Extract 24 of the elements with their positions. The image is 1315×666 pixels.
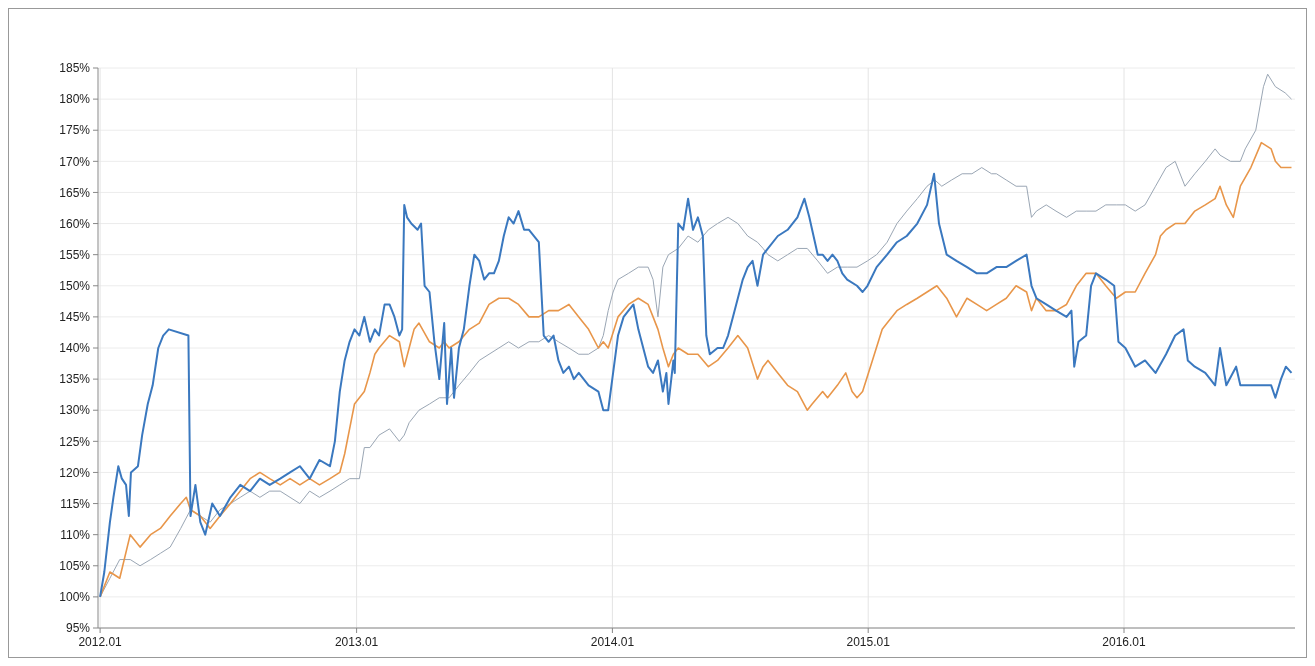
y-tick-label: 130%: [59, 403, 91, 418]
y-tick-label: 150%: [59, 278, 91, 293]
x-tick-label: 2016.01: [1102, 635, 1147, 649]
x-tick-label: 2014.01: [590, 635, 635, 649]
y-tick-label: 160%: [59, 216, 91, 231]
y-tick-label: 110%: [60, 527, 91, 542]
y-tick-label: 180%: [59, 92, 91, 107]
y-tick-label: 170%: [59, 154, 91, 169]
y-tick-label: 145%: [59, 310, 91, 325]
y-tick-label: 100%: [59, 590, 91, 605]
y-tick-label: 165%: [59, 185, 91, 200]
x-tick-label: 2012.01: [78, 635, 123, 649]
y-tick-label: 185%: [59, 61, 91, 76]
y-tick-label: 120%: [59, 465, 91, 480]
y-tick-label: 115%: [60, 496, 91, 511]
y-tick-label: 155%: [59, 247, 91, 262]
x-tick-label: 2013.01: [334, 635, 379, 649]
x-tick-label: 2015.01: [846, 635, 891, 649]
y-tick-label: 140%: [59, 341, 91, 356]
y-tick-label: 95%: [65, 621, 91, 636]
y-tick-label: 135%: [59, 372, 91, 387]
y-tick-label: 105%: [59, 558, 91, 573]
y-tick-label: 175%: [59, 123, 91, 138]
y-tick-label: 125%: [59, 434, 91, 449]
